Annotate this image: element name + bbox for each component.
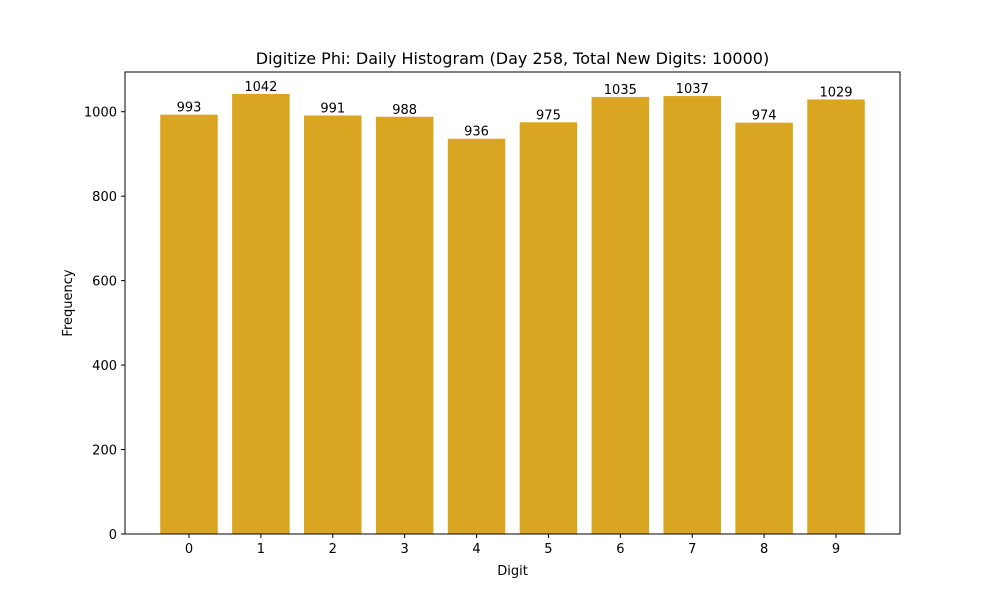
bar-value-label: 936 bbox=[464, 125, 489, 140]
bar-value-label: 1029 bbox=[819, 85, 852, 100]
y-tick-label: 1000 bbox=[84, 106, 117, 121]
bar-digit-3 bbox=[375, 116, 434, 535]
y-axis-label: Frequency bbox=[61, 269, 76, 336]
y-tick-label: 0 bbox=[109, 528, 117, 543]
bar-digit-0 bbox=[160, 114, 218, 534]
x-tick-label: 3 bbox=[401, 542, 409, 557]
bar-value-label: 991 bbox=[320, 101, 345, 116]
bar-digit-9 bbox=[807, 99, 865, 535]
bar-digit-6 bbox=[591, 96, 650, 535]
bar-digit-1 bbox=[232, 93, 290, 534]
x-tick-label: 7 bbox=[688, 542, 696, 557]
y-tick-label: 600 bbox=[92, 275, 117, 290]
bar-value-labels: 993 1042 991 988 936 975 1035 1037 974 1029 bbox=[177, 80, 853, 140]
x-tick-label: 2 bbox=[329, 542, 337, 557]
y-tick-label: 800 bbox=[92, 190, 117, 205]
bar-digit-5 bbox=[519, 122, 578, 534]
x-tick-label: 4 bbox=[472, 542, 480, 557]
bars-group bbox=[160, 93, 865, 535]
y-axis-ticks: 0 200 400 600 800 1000 bbox=[84, 106, 125, 543]
x-axis-label: Digit bbox=[497, 564, 528, 579]
bar-digit-4 bbox=[447, 138, 506, 535]
bar-digit-8 bbox=[735, 122, 793, 534]
plot-frame bbox=[124, 71, 901, 535]
bar-value-label: 1035 bbox=[604, 83, 637, 98]
bar-digit-7 bbox=[663, 96, 721, 535]
x-axis-ticks: 0 1 2 3 4 5 6 7 8 9 bbox=[185, 534, 840, 557]
y-tick-label: 400 bbox=[92, 359, 117, 374]
bar-digit-2 bbox=[304, 115, 362, 535]
x-tick-label: 8 bbox=[760, 542, 768, 557]
x-tick-label: 9 bbox=[832, 542, 840, 557]
x-tick-label: 6 bbox=[616, 542, 624, 557]
x-tick-label: 1 bbox=[257, 542, 265, 557]
bar-value-label: 988 bbox=[392, 103, 417, 118]
bar-value-label: 974 bbox=[752, 109, 777, 124]
bar-value-label: 1037 bbox=[676, 82, 709, 97]
bar-value-label: 975 bbox=[536, 108, 561, 123]
chart-title: Digitize Phi: Daily Histogram (Day 258, … bbox=[256, 49, 769, 68]
y-tick-label: 200 bbox=[92, 444, 117, 459]
x-tick-label: 5 bbox=[544, 542, 552, 557]
x-tick-label: 0 bbox=[185, 542, 193, 557]
bar-value-label: 1042 bbox=[244, 80, 277, 95]
bar-value-label: 993 bbox=[177, 101, 202, 116]
